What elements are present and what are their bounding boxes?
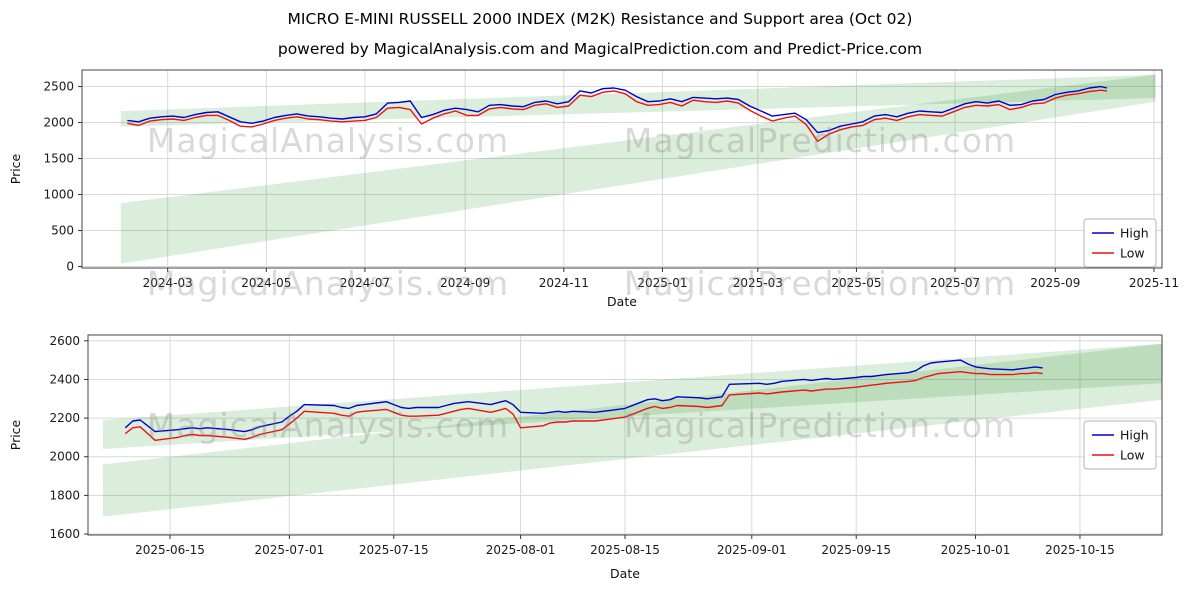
support-resistance-band bbox=[120, 74, 1156, 127]
svg-text:2025-10-01: 2025-10-01 bbox=[941, 543, 1011, 557]
watermark-prediction: MagicalPrediction.com bbox=[624, 406, 1016, 445]
support-resistance-band bbox=[102, 343, 1163, 450]
svg-text:2025-07: 2025-07 bbox=[930, 276, 980, 290]
svg-text:2025-03: 2025-03 bbox=[733, 276, 783, 290]
svg-text:2024-11: 2024-11 bbox=[539, 276, 589, 290]
svg-text:2025-08-15: 2025-08-15 bbox=[590, 543, 660, 557]
watermark-analysis: MagicalAnalysis.com bbox=[147, 406, 509, 445]
svg-text:500: 500 bbox=[51, 224, 74, 238]
svg-text:2024-09: 2024-09 bbox=[440, 276, 490, 290]
svg-text:0: 0 bbox=[66, 260, 74, 274]
support-resistance-band bbox=[120, 74, 1156, 264]
x-axis-label: Date bbox=[610, 566, 640, 581]
legend-label-low: Low bbox=[1120, 448, 1145, 463]
svg-text:2025-09: 2025-09 bbox=[1030, 276, 1080, 290]
watermark-prediction: MagicalPrediction.com bbox=[624, 121, 1016, 160]
svg-text:1500: 1500 bbox=[43, 152, 74, 166]
legend-label-high: High bbox=[1120, 226, 1149, 241]
low-line bbox=[127, 89, 1108, 143]
top-price-chart: 0 500 1000 1500 2000 2500 2024-03 2024-05 2024-0… bbox=[8, 69, 1179, 309]
y-axis-label: Price bbox=[8, 419, 23, 450]
svg-text:2025-09-15: 2025-09-15 bbox=[821, 543, 891, 557]
svg-text:2600: 2600 bbox=[49, 334, 80, 348]
svg-text:2024-03: 2024-03 bbox=[143, 276, 193, 290]
legend-label-high: High bbox=[1120, 428, 1149, 443]
svg-text:2025-07-15: 2025-07-15 bbox=[359, 543, 429, 557]
svg-text:2200: 2200 bbox=[49, 411, 80, 425]
watermark-analysis: MagicalAnalysis.com bbox=[147, 121, 509, 160]
svg-text:2400: 2400 bbox=[49, 372, 80, 386]
svg-text:2025-06-15: 2025-06-15 bbox=[135, 543, 205, 557]
high-line bbox=[124, 359, 1043, 433]
svg-text:2025-11: 2025-11 bbox=[1129, 276, 1179, 290]
svg-text:2024-07: 2024-07 bbox=[340, 276, 390, 290]
x-axis-label: Date bbox=[607, 294, 637, 309]
svg-text:2000: 2000 bbox=[49, 450, 80, 464]
high-line bbox=[127, 85, 1108, 134]
svg-text:2500: 2500 bbox=[43, 80, 74, 94]
legend-label-low: Low bbox=[1120, 246, 1145, 261]
svg-text:1600: 1600 bbox=[49, 527, 80, 541]
y-axis-label: Price bbox=[8, 153, 23, 184]
legend-box bbox=[1083, 420, 1157, 470]
svg-text:2025-07-01: 2025-07-01 bbox=[255, 543, 325, 557]
svg-text:2025-08-01: 2025-08-01 bbox=[486, 543, 556, 557]
bottom-price-chart: 1600 1800 2000 2200 2400 2600 2025-06-15 2025-0… bbox=[8, 334, 1163, 581]
watermark-prediction: MagicalPrediction.com bbox=[624, 264, 1016, 303]
legend-box bbox=[1083, 218, 1157, 268]
svg-text:2024-05: 2024-05 bbox=[241, 276, 291, 290]
svg-text:1000: 1000 bbox=[43, 188, 74, 202]
watermark-analysis: MagicalAnalysis.com bbox=[147, 264, 509, 303]
svg-text:2025-09-01: 2025-09-01 bbox=[717, 543, 787, 557]
chart-subtitle: powered by MagicalAnalysis.com and Magic… bbox=[277, 40, 923, 58]
svg-text:2000: 2000 bbox=[43, 116, 74, 130]
support-resistance-band bbox=[102, 343, 1163, 517]
svg-text:2025-01: 2025-01 bbox=[637, 276, 687, 290]
svg-text:2025-10-15: 2025-10-15 bbox=[1045, 543, 1115, 557]
low-line bbox=[124, 371, 1043, 442]
chart-title: MICRO E-MINI RUSSELL 2000 INDEX (M2K) Re… bbox=[287, 10, 913, 28]
svg-text:2025-05: 2025-05 bbox=[831, 276, 881, 290]
svg-text:1800: 1800 bbox=[49, 488, 80, 502]
